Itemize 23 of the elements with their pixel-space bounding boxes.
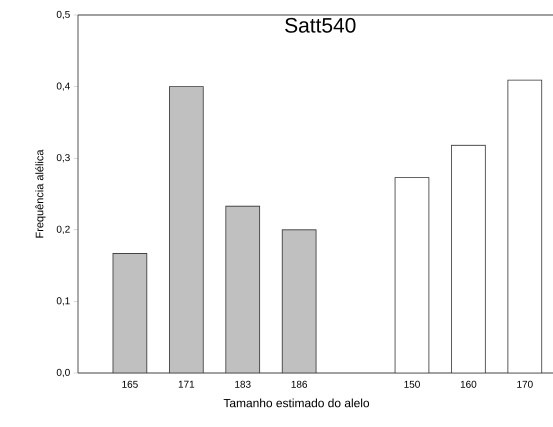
- bar: [451, 144, 486, 374]
- x-tick-label: 170: [517, 380, 533, 388]
- x-tick-label: 171: [178, 380, 194, 388]
- y-tick-label: 0,1: [56, 297, 70, 306]
- x-tick-label: 165: [122, 380, 138, 388]
- bar: [112, 253, 148, 374]
- y-tick-label: 0,5: [56, 10, 70, 20]
- bar: [225, 206, 260, 374]
- x-tick-label: 183: [235, 380, 251, 388]
- chart-title: Satt540: [285, 18, 356, 33]
- y-tick-label: 0,3: [56, 154, 70, 162]
- bar: [394, 177, 430, 374]
- y-tick-label: 0,4: [56, 82, 70, 91]
- x-tick-label: 186: [292, 380, 308, 388]
- y-tick-label: 0,0: [56, 368, 70, 378]
- bar: [168, 86, 204, 374]
- bar: [507, 80, 542, 374]
- y-axis-title: Frequência alélica: [35, 150, 46, 238]
- y-tick-label: 0,2: [56, 226, 70, 234]
- bar: [282, 229, 316, 374]
- x-tick-label: 160: [460, 380, 476, 388]
- x-axis-title: Tamanho estimado do alelo: [224, 398, 370, 408]
- x-tick-label: 150: [404, 380, 420, 388]
